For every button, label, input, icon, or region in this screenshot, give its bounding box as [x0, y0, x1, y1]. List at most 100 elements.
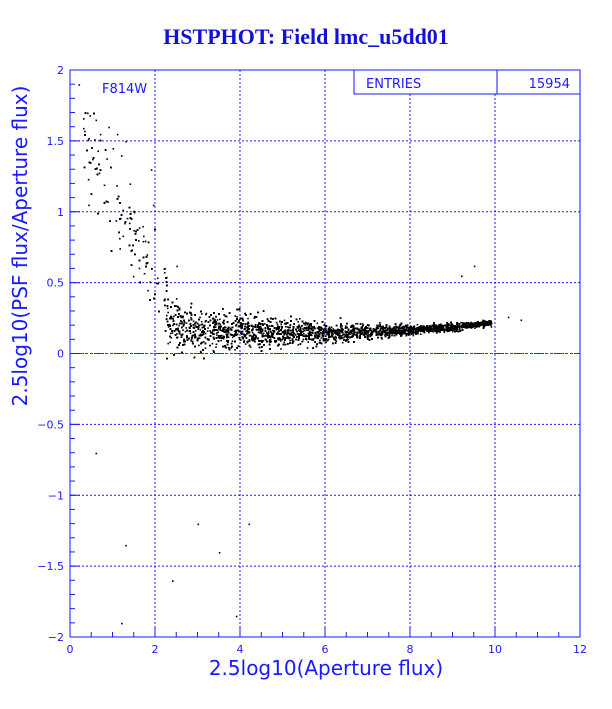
data-point: [399, 323, 402, 326]
data-point: [173, 315, 175, 318]
data-point: [147, 289, 149, 292]
data-point: [170, 337, 173, 339]
data-point: [200, 320, 203, 323]
data-point: [332, 328, 335, 330]
data-point: [263, 335, 265, 337]
data-point: [115, 220, 118, 222]
data-point: [341, 325, 343, 327]
data-point: [284, 325, 287, 328]
data-point: [395, 328, 397, 331]
data-point: [119, 248, 121, 250]
data-point: [169, 341, 171, 344]
data-point: [266, 331, 268, 334]
data-point: [253, 326, 256, 328]
data-point: [302, 338, 305, 341]
data-point: [133, 229, 135, 232]
data-point: [316, 327, 319, 329]
data-point: [289, 337, 291, 339]
data-point: [203, 341, 205, 343]
data-point: [290, 329, 293, 332]
data-point: [470, 321, 472, 324]
data-point: [156, 277, 159, 280]
data-point: [215, 346, 217, 348]
data-point: [184, 330, 187, 333]
data-point: [124, 222, 126, 225]
data-point: [362, 323, 364, 325]
data-point: [88, 204, 90, 207]
data-point: [322, 329, 325, 332]
data-point: [286, 333, 288, 336]
data-point: [215, 323, 218, 326]
data-point: [337, 333, 339, 335]
data-point: [143, 272, 146, 275]
data-point: [362, 330, 364, 332]
data-point: [285, 323, 287, 325]
data-point: [306, 329, 308, 331]
data-point: [252, 335, 254, 337]
data-point: [376, 324, 378, 327]
data-point: [89, 115, 92, 117]
data-point: [276, 323, 279, 326]
data-point: [391, 334, 393, 337]
data-point: [204, 332, 207, 335]
data-point: [316, 337, 318, 339]
data-point: [185, 327, 187, 329]
data-point: [489, 320, 491, 322]
data-point: [278, 330, 281, 332]
data-point: [218, 326, 220, 329]
data-point: [132, 275, 135, 278]
data-point: [375, 328, 378, 331]
data-point: [227, 326, 230, 328]
data-point: [171, 332, 174, 334]
data-point: [443, 331, 446, 333]
data-point: [122, 209, 125, 212]
data-point: [289, 339, 291, 342]
data-point: [297, 321, 299, 323]
data-point: [306, 323, 309, 326]
data-point: [195, 321, 197, 323]
data-point: [245, 326, 248, 329]
data-point: [175, 298, 178, 300]
data-point: [316, 322, 319, 325]
data-point: [164, 267, 167, 270]
data-point: [412, 334, 415, 337]
data-point: [428, 331, 430, 334]
data-point: [230, 347, 233, 349]
data-point: [126, 217, 129, 220]
data-point: [432, 328, 434, 330]
data-point: [280, 323, 282, 325]
data-point: [225, 333, 228, 335]
data-point: [343, 336, 345, 338]
data-point: [452, 330, 454, 333]
data-point: [216, 319, 219, 321]
data-point: [206, 330, 209, 332]
data-point: [489, 323, 492, 325]
data-point: [450, 322, 453, 325]
data-point: [251, 337, 253, 339]
data-point: [325, 327, 327, 330]
data-point: [384, 334, 386, 336]
data-point: [268, 325, 271, 327]
data-point: [201, 313, 203, 315]
data-point: [381, 338, 383, 340]
data-point: [270, 335, 272, 338]
data-point: [291, 329, 294, 331]
data-point: [419, 333, 422, 335]
data-point: [294, 334, 297, 336]
data-point: [342, 334, 344, 336]
data-point: [279, 339, 282, 341]
data-point: [326, 333, 328, 336]
data-point: [220, 334, 223, 337]
data-point: [306, 347, 309, 349]
data-point: [314, 331, 316, 334]
data-point: [460, 321, 462, 324]
data-point: [224, 326, 226, 328]
data-point: [241, 336, 243, 338]
data-point: [190, 316, 192, 319]
data-point: [413, 326, 416, 329]
data-point: [197, 328, 199, 330]
data-point: [298, 336, 300, 339]
data-point: [335, 329, 337, 332]
data-point: [172, 324, 174, 327]
data-point: [245, 337, 248, 339]
